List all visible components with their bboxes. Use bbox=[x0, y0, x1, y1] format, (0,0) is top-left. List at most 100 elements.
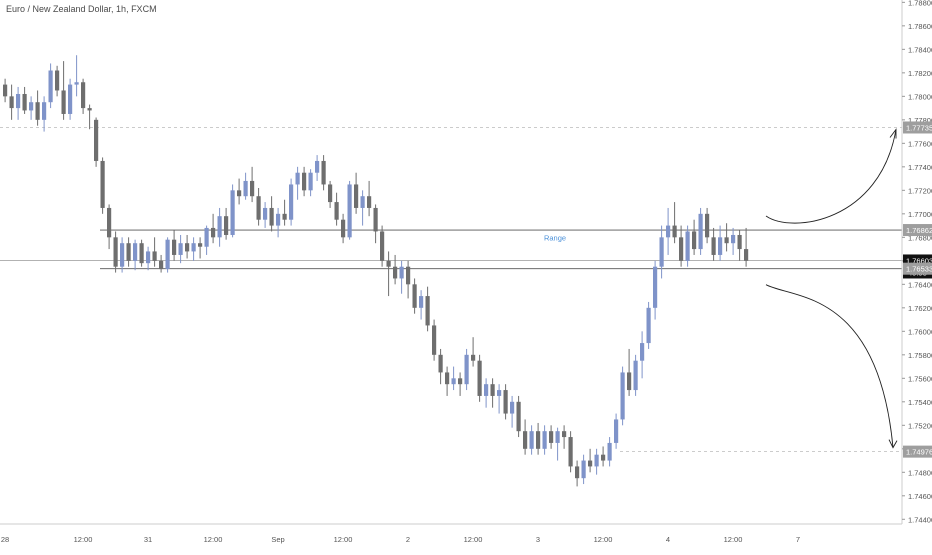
candle-bear bbox=[744, 249, 749, 261]
candle-bull bbox=[464, 354, 469, 385]
time-tick-label: 28 bbox=[1, 535, 9, 544]
candle-bear bbox=[152, 251, 157, 261]
candle-bear bbox=[61, 90, 66, 114]
price-tick-label: 1.78800 bbox=[908, 0, 932, 7]
time-tick-label: 12:00 bbox=[594, 535, 613, 544]
candle-bull bbox=[178, 243, 183, 255]
price-tick-label: 1.77000 bbox=[908, 210, 932, 219]
time-tick-label: 12:00 bbox=[74, 535, 93, 544]
candle-bull bbox=[16, 93, 21, 109]
arrow-up-head bbox=[889, 128, 897, 139]
candle-bear bbox=[185, 243, 190, 252]
candle-bear bbox=[549, 431, 554, 443]
candle-bear bbox=[477, 360, 482, 396]
candle-bear bbox=[269, 207, 274, 226]
candle-bull bbox=[620, 372, 625, 420]
candle-bear bbox=[737, 234, 742, 250]
candle-bear bbox=[328, 184, 333, 203]
time-tick-label: 12:00 bbox=[724, 535, 743, 544]
price-tick-label: 1.76800 bbox=[908, 233, 932, 242]
time-axis[interactable]: 28 12:00 31 12:00 Sep 12:00 2 12:00 3 12:00 4 12:00… bbox=[0, 523, 902, 544]
candle-bear bbox=[672, 225, 677, 238]
badge-range-high: 1.76862 bbox=[906, 226, 932, 235]
candle-bull bbox=[666, 225, 671, 238]
candle-bull bbox=[360, 196, 365, 208]
candle-bull bbox=[685, 231, 690, 261]
candle-bull bbox=[165, 239, 170, 270]
candle-bear bbox=[386, 260, 391, 267]
candle-bear bbox=[107, 207, 112, 238]
candle-bull bbox=[542, 431, 547, 449]
candle-bull bbox=[217, 216, 222, 238]
price-tick-label: 1.75200 bbox=[908, 421, 932, 430]
candle-bear bbox=[9, 96, 14, 109]
time-tick-label: 12:00 bbox=[334, 535, 353, 544]
candle-bull bbox=[607, 442, 612, 461]
candle-bear bbox=[250, 180, 255, 197]
candle-bear bbox=[159, 260, 164, 270]
candle-bull bbox=[399, 266, 404, 279]
badge-upper-target: 1.77735 bbox=[906, 123, 932, 132]
candle-bear bbox=[724, 237, 729, 244]
price-tick-label: 1.76200 bbox=[908, 304, 932, 313]
arrow-down-path bbox=[765, 284, 894, 448]
candle-bear bbox=[562, 431, 567, 438]
price-tick-label: 1.78600 bbox=[908, 22, 932, 31]
candle-bull bbox=[510, 401, 515, 414]
candle-bear bbox=[679, 237, 684, 261]
badge-lower-target-bg bbox=[903, 445, 932, 458]
candle-bear bbox=[711, 237, 716, 255]
candle-bear bbox=[425, 296, 430, 326]
candle-bear bbox=[3, 84, 8, 97]
candle-bull bbox=[497, 390, 502, 396]
candle-bear bbox=[321, 160, 326, 185]
time-tick-label: 4 bbox=[666, 535, 670, 544]
price-tick-label: 1.78400 bbox=[908, 45, 932, 54]
price-tick-label: 1.76000 bbox=[908, 327, 932, 336]
candle-bull bbox=[133, 243, 138, 261]
candle-bull bbox=[347, 184, 352, 238]
level-lines: Range bbox=[0, 127, 902, 453]
candle-bull bbox=[731, 234, 736, 244]
candle-bear bbox=[575, 466, 580, 479]
candle-bull bbox=[29, 102, 34, 111]
candle-bull bbox=[74, 82, 79, 85]
price-tick-label: 1.74800 bbox=[908, 468, 932, 477]
candle-bear bbox=[302, 172, 307, 191]
candle-bull bbox=[653, 266, 658, 308]
candle-bull bbox=[451, 378, 456, 385]
time-tick-label: 3 bbox=[536, 535, 540, 544]
candle-bear bbox=[126, 243, 131, 261]
time-tick-label: 31 bbox=[144, 535, 152, 544]
candle-bull bbox=[263, 207, 268, 220]
candle-bear bbox=[406, 266, 411, 285]
candle-bear bbox=[490, 384, 495, 396]
candle-bear bbox=[373, 207, 378, 232]
candle-bear bbox=[503, 390, 508, 414]
price-tick-label: 1.74400 bbox=[908, 515, 932, 524]
candle-bear bbox=[139, 243, 144, 264]
candle-bull bbox=[42, 102, 47, 120]
arrow-up-path bbox=[765, 129, 897, 224]
candle-bear bbox=[367, 196, 372, 208]
price-tick-label: 1.77800 bbox=[908, 116, 932, 125]
candle-bear bbox=[55, 70, 60, 91]
candle-bear bbox=[432, 325, 437, 355]
candle-bull bbox=[419, 296, 424, 308]
price-tick-label: 1.78000 bbox=[908, 92, 932, 101]
candle-bear bbox=[35, 102, 40, 120]
candle-bull bbox=[581, 460, 586, 479]
candle-bull bbox=[120, 243, 125, 267]
candle-bull bbox=[146, 251, 151, 264]
price-tick-label: 1.78200 bbox=[908, 69, 932, 78]
candle-bull bbox=[594, 454, 599, 467]
candle-bear bbox=[516, 401, 521, 432]
candle-bull bbox=[640, 343, 645, 361]
candle-bear bbox=[256, 196, 261, 220]
candle-bear bbox=[113, 237, 118, 267]
time-tick-label: Sep bbox=[271, 535, 284, 544]
candle-bear bbox=[81, 82, 86, 109]
candle-bull bbox=[276, 213, 281, 226]
